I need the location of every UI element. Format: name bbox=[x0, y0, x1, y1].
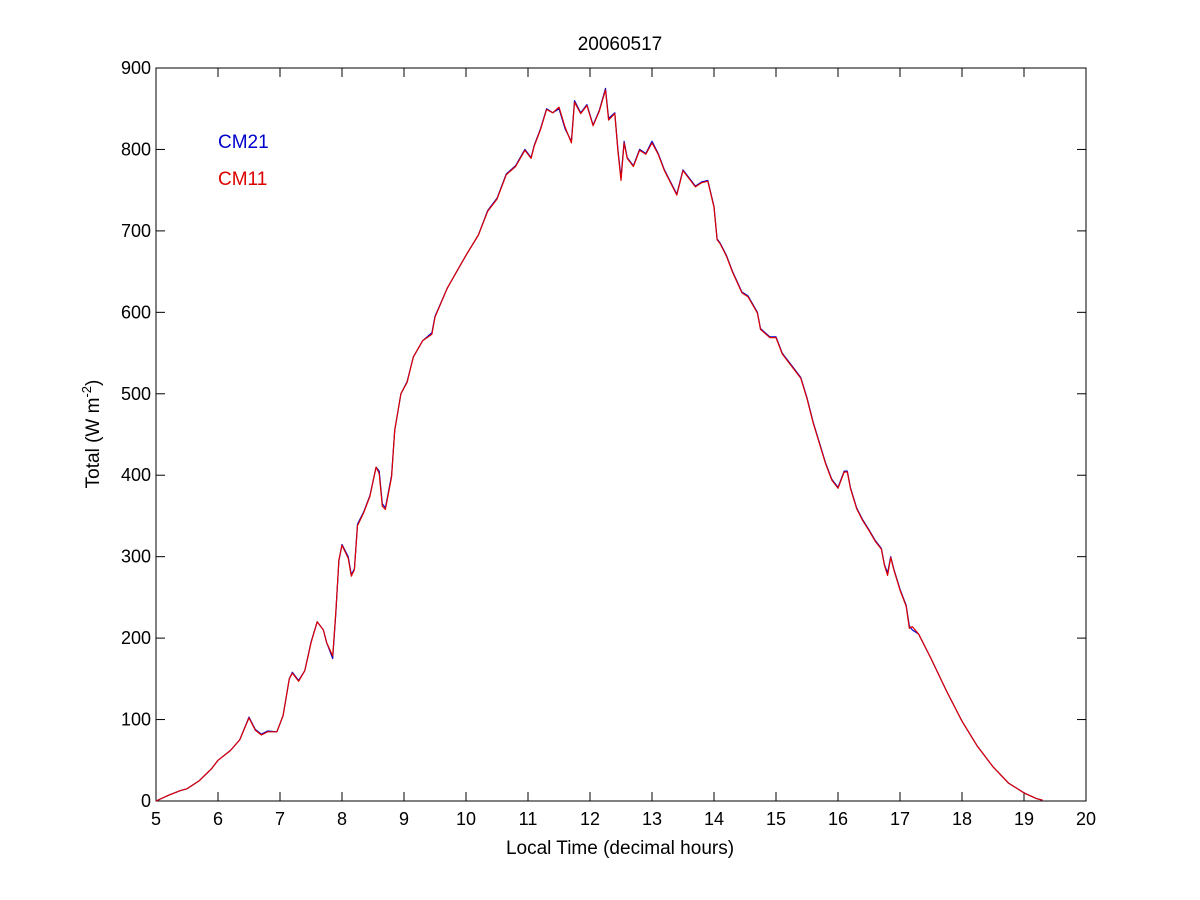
legend-entry-cm21: CM21 bbox=[218, 132, 269, 153]
y-tick-label: 300 bbox=[121, 547, 151, 567]
x-tick-label: 13 bbox=[642, 809, 662, 829]
y-tick-label: 500 bbox=[121, 384, 151, 404]
x-axis-label: Local Time (decimal hours) bbox=[506, 838, 734, 859]
x-tick-label: 18 bbox=[952, 809, 972, 829]
x-tick-label: 12 bbox=[580, 809, 600, 829]
y-tick-label: 100 bbox=[121, 710, 151, 730]
plot-area-frame bbox=[155, 67, 1087, 802]
x-tick-label: 9 bbox=[399, 809, 409, 829]
x-tick-label: 5 bbox=[151, 809, 161, 829]
series-lines bbox=[155, 87, 1043, 802]
y-tick-label: 0 bbox=[141, 791, 151, 811]
x-tick-label: 10 bbox=[456, 809, 476, 829]
x-tick-label: 15 bbox=[766, 809, 786, 829]
x-tick-label: 19 bbox=[1014, 809, 1034, 829]
y-axis-label-close: ) bbox=[83, 380, 104, 386]
series-line-cm11 bbox=[155, 89, 1043, 802]
x-tick-label: 7 bbox=[275, 809, 285, 829]
y-tick-label: 800 bbox=[121, 139, 151, 159]
x-tick-label: 8 bbox=[337, 809, 347, 829]
y-tick-label: 600 bbox=[121, 302, 151, 322]
legend: CM21 CM11 bbox=[218, 132, 269, 190]
y-axis-label-main: Total (W m bbox=[83, 398, 104, 489]
y-tick-label: 700 bbox=[121, 221, 151, 241]
x-tick-label: 11 bbox=[519, 809, 538, 829]
x-tick-label: 14 bbox=[704, 809, 724, 829]
y-tick-label: 200 bbox=[121, 628, 151, 648]
y-axis: 0 100 200 300 400 500 600 700 800 900 bbox=[121, 58, 1086, 811]
y-tick-label: 400 bbox=[121, 465, 151, 485]
y-axis-label: Total (W m-2) bbox=[79, 380, 104, 489]
x-tick-label: 16 bbox=[828, 809, 848, 829]
x-tick-label: 6 bbox=[213, 809, 223, 829]
legend-entry-cm11: CM11 bbox=[218, 169, 267, 190]
chart-title: 20060517 bbox=[578, 34, 663, 55]
x-tick-label: 17 bbox=[890, 809, 910, 829]
x-axis: 5 6 7 8 9 10 11 12 13 14 15 16 17 18 19 20 bbox=[151, 68, 1096, 829]
y-tick-label: 900 bbox=[121, 58, 151, 78]
x-tick-label: 20 bbox=[1076, 809, 1096, 829]
y-axis-label-exponent: -2 bbox=[79, 386, 94, 398]
